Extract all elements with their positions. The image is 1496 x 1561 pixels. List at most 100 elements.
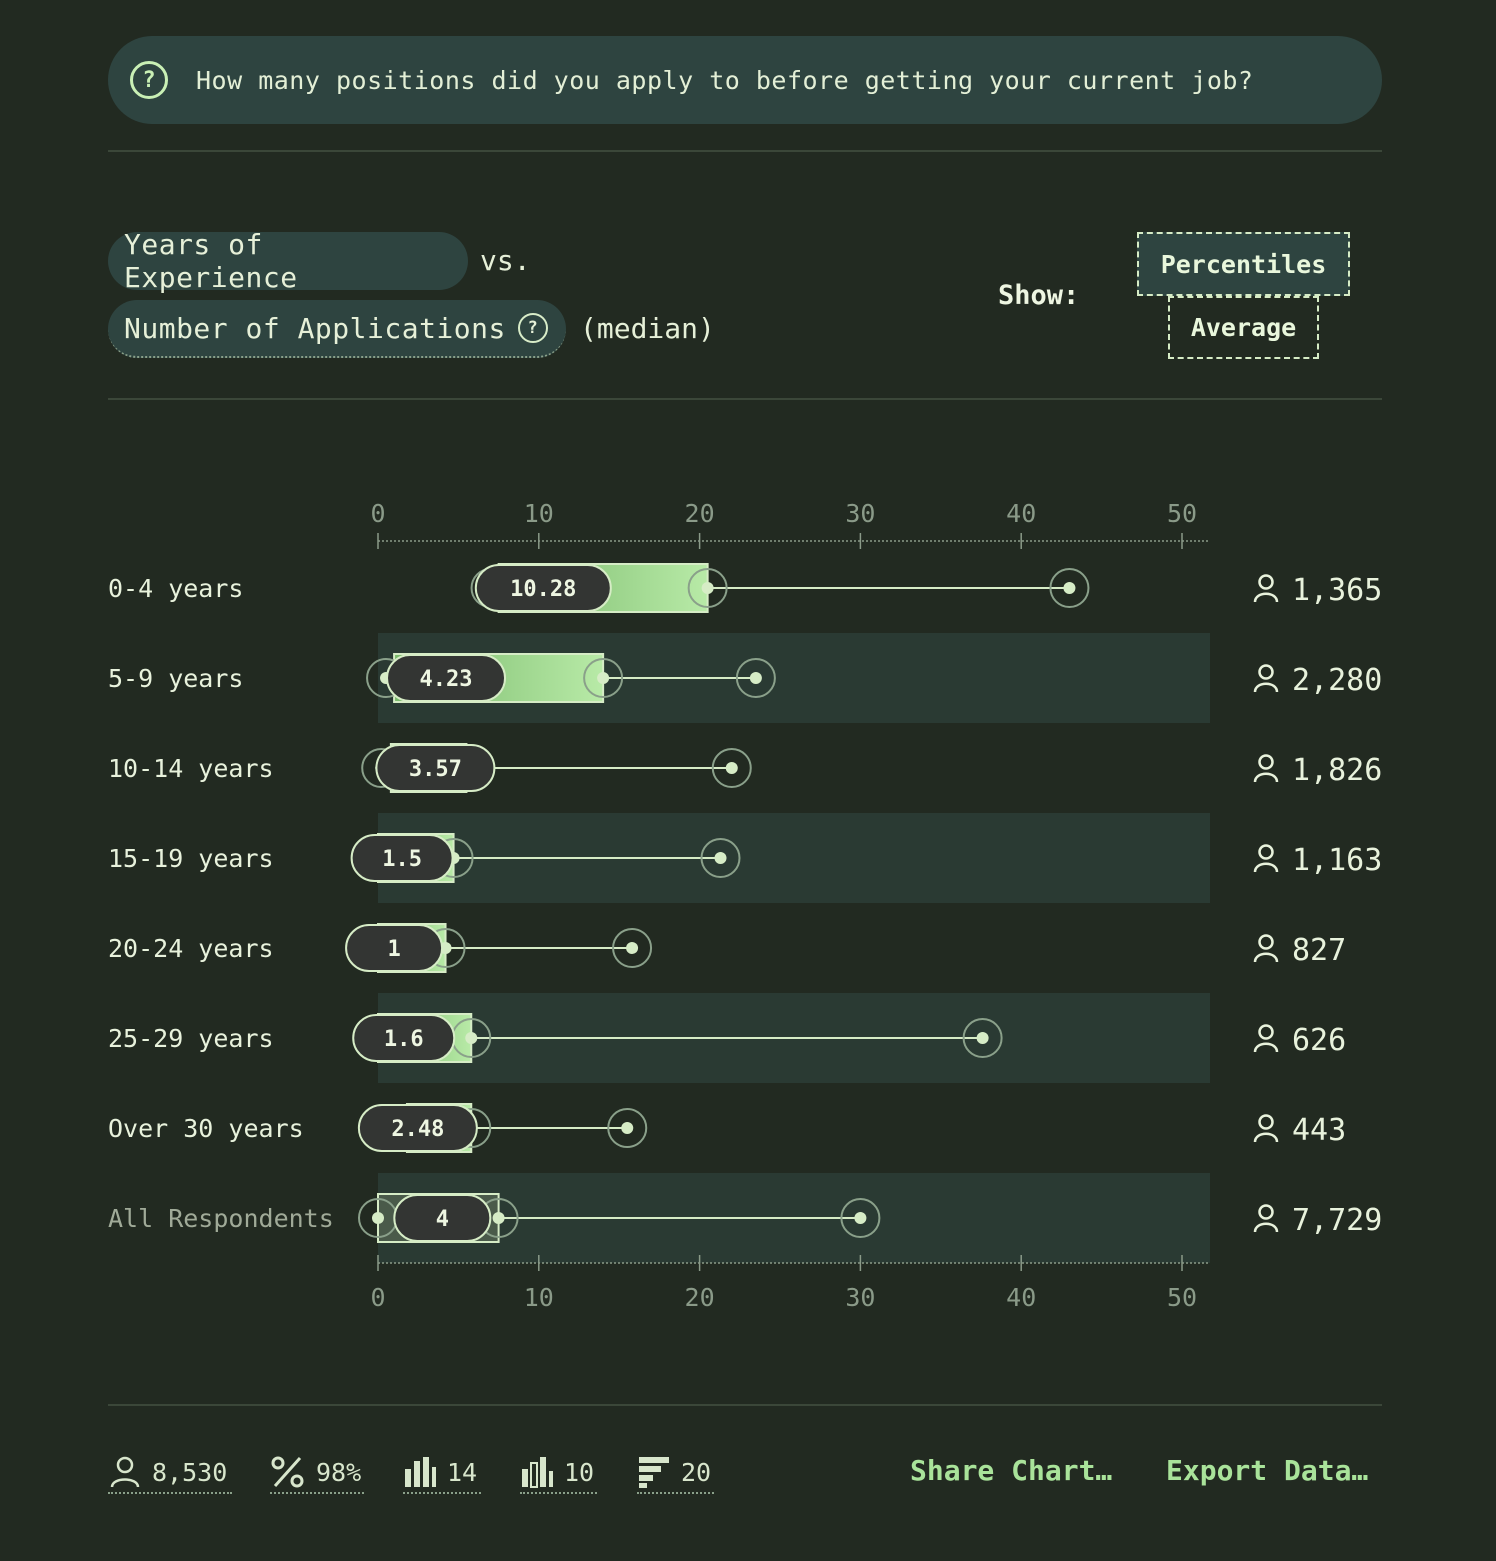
median-label: 1.6 xyxy=(384,1027,424,1052)
percentile-ring xyxy=(840,1198,881,1238)
columns-stat[interactable]: 14 xyxy=(403,1452,481,1494)
dimension-1-selector[interactable]: Years of Experience xyxy=(108,228,468,294)
person-icon-body xyxy=(1253,682,1279,693)
respondents-stat[interactable]: 8,530 xyxy=(108,1452,232,1494)
row-label: 20-24 years xyxy=(108,934,274,963)
data-row: 20-24 years 1 827 xyxy=(108,923,1346,973)
median-pill xyxy=(350,834,454,882)
aggregation-label: (median) xyxy=(580,312,715,345)
row-count: 7,729 xyxy=(1292,1203,1382,1238)
median-pill xyxy=(386,654,507,702)
median-label: 3.57 xyxy=(409,757,462,782)
bins-value: 10 xyxy=(564,1457,595,1487)
median-label: 10.28 xyxy=(510,577,576,602)
median-pill xyxy=(393,1194,492,1242)
person-icon-body xyxy=(1253,862,1279,873)
median-label: 1 xyxy=(387,937,400,962)
percent-stat[interactable]: 98% xyxy=(270,1452,364,1494)
data-row: 0-4 years 10.28 1,365 xyxy=(108,563,1382,613)
person-icon xyxy=(1253,934,1279,963)
bar-chart-icon xyxy=(405,1457,436,1487)
percentile-dot xyxy=(465,1032,478,1044)
median-pill xyxy=(357,1104,478,1152)
stacked-bars-icon xyxy=(639,1457,669,1488)
columns-value: 14 xyxy=(447,1457,478,1487)
person-icon-head xyxy=(1258,1024,1274,1040)
median-label: 1.5 xyxy=(382,847,422,872)
rows-value: 20 xyxy=(681,1457,712,1487)
person-icon-head xyxy=(1258,1204,1274,1220)
tick-label: 0 xyxy=(370,1283,385,1312)
rows-stat[interactable]: 20 xyxy=(637,1452,714,1494)
person-icon xyxy=(1253,574,1279,603)
percentile-dot xyxy=(725,762,738,774)
row-count: 1,365 xyxy=(1292,573,1382,608)
percentile-ring xyxy=(583,658,624,698)
percentile-dot xyxy=(976,1032,989,1044)
percentile-ring xyxy=(962,1018,1003,1058)
percentile-dot xyxy=(597,672,610,684)
person-icon xyxy=(1253,1204,1279,1233)
person-icon-body xyxy=(1253,1132,1279,1143)
person-icon-body xyxy=(1253,772,1279,783)
tick-label: 50 xyxy=(1167,1283,1197,1312)
respondents-value: 8,530 xyxy=(152,1457,228,1487)
person-icon xyxy=(1253,754,1279,783)
row-count: 443 xyxy=(1292,1113,1346,1148)
data-row: 25-29 years 1.6 626 xyxy=(108,1013,1346,1063)
person-icon-head xyxy=(1258,664,1274,680)
row-count: 626 xyxy=(1292,1023,1346,1058)
person-icon-head xyxy=(1258,1114,1274,1130)
median-label: 2.48 xyxy=(391,1117,444,1142)
person-icon-body xyxy=(1253,592,1279,603)
tick-label: 20 xyxy=(685,1283,715,1312)
median-label: 4.23 xyxy=(420,667,473,692)
tick-label: 30 xyxy=(845,499,875,528)
row-label: 15-19 years xyxy=(108,844,274,873)
tick-label: 10 xyxy=(524,499,554,528)
help-circle-icon[interactable]: ? xyxy=(517,313,548,343)
row-label: 0-4 years xyxy=(108,574,243,603)
percentiles-button[interactable]: Percentiles xyxy=(1137,232,1350,296)
question-banner: ? How many positions did you apply to be… xyxy=(108,36,1382,124)
row-label: All Respondents xyxy=(108,1204,334,1233)
median-pill xyxy=(352,1014,456,1062)
tick-label: 10 xyxy=(524,1283,554,1312)
percentile-dot xyxy=(854,1212,867,1224)
person-icon xyxy=(1253,664,1279,693)
median-pill xyxy=(474,564,612,612)
row-count: 1,826 xyxy=(1292,753,1382,788)
data-row: 10-14 years 3.57 1,826 xyxy=(108,743,1382,793)
dimension-1-label: Years of Experience xyxy=(124,228,298,294)
percentile-ring xyxy=(1049,568,1090,608)
percentile-dot xyxy=(749,672,762,684)
percentile-ring xyxy=(612,928,653,968)
tick-label: 40 xyxy=(1006,499,1036,528)
row-label: 10-14 years xyxy=(108,754,274,783)
dimension-2-selector[interactable]: Number of Applications ? xyxy=(108,300,566,358)
row-count: 2,280 xyxy=(1292,663,1382,698)
person-icon xyxy=(1253,844,1279,873)
percentile-ring xyxy=(607,1108,648,1148)
person-icon-head xyxy=(1258,754,1274,770)
average-button[interactable]: Average xyxy=(1168,296,1319,359)
export-data-link[interactable]: Export Data… xyxy=(1166,1454,1369,1487)
percentile-dot xyxy=(1063,582,1076,594)
question-text: How many positions did you apply to befo… xyxy=(196,65,1254,95)
median-pill xyxy=(345,924,444,972)
median-label: 4 xyxy=(436,1207,449,1232)
person-icon-head xyxy=(1258,844,1274,860)
histogram-icon xyxy=(522,1457,553,1488)
row-label: Over 30 years xyxy=(108,1114,304,1143)
person-icon-head xyxy=(1258,574,1274,590)
question-circle-icon: ? xyxy=(130,61,168,99)
row-count: 1,163 xyxy=(1292,843,1382,878)
bins-stat[interactable]: 10 xyxy=(520,1452,597,1494)
row-label: 25-29 years xyxy=(108,1024,274,1053)
vs-label: vs. xyxy=(480,244,531,277)
share-chart-link[interactable]: Share Chart… xyxy=(910,1454,1113,1487)
tick-label: 20 xyxy=(685,499,715,528)
data-row: Over 30 years 2.48 443 xyxy=(108,1103,1346,1153)
person-icon-head xyxy=(1258,934,1274,950)
